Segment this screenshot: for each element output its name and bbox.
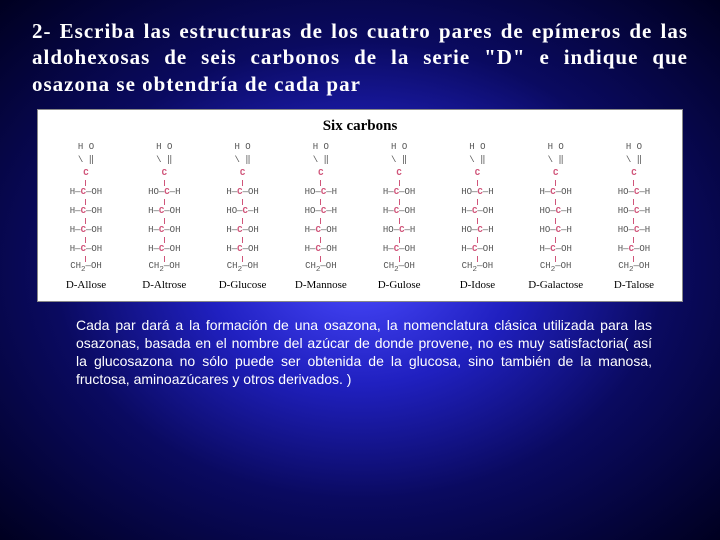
fischer-chain: H O\ ‖CHO—C—HHO—C—HH—C—OHH—C—OHCH2—OH xyxy=(305,141,337,275)
fischer-chain: H O\ ‖CH—C—OHH—C—OHHO—C—HH—C—OHCH2—OH xyxy=(383,141,415,275)
sugar-name-label: D-Allose xyxy=(66,279,106,291)
sugar-name-label: D-Glucose xyxy=(219,279,267,291)
sugar-structure: H O\ ‖CH—C—OHH—C—OHH—C—OHH—C—OHCH2—OH D-A… xyxy=(48,141,124,291)
sugar-structure: H O\ ‖CHO—C—HH—C—OHH—C—OHH—C—OHCH2—OH D-A… xyxy=(126,141,202,291)
sugar-name-label: D-Mannose xyxy=(295,279,347,291)
answer-paragraph: Cada par dará a la formación de una osaz… xyxy=(32,316,688,389)
sugar-name-label: D-Gulose xyxy=(378,279,421,291)
fischer-chain: H O\ ‖CHO—C—HH—C—OHHO—C—HH—C—OHCH2—OH xyxy=(461,141,493,275)
fischer-chain: H O\ ‖CHO—C—HHO—C—HHO—C—HH—C—OHCH2—OH xyxy=(618,141,650,275)
structures-row: H O\ ‖CH—C—OHH—C—OHH—C—OHH—C—OHCH2—OH D-A… xyxy=(48,141,672,291)
sugar-name-label: D-Altrose xyxy=(142,279,186,291)
slide-content: 2- Escriba las estructuras de los cuatro… xyxy=(0,0,720,389)
question-heading: 2- Escriba las estructuras de los cuatro… xyxy=(32,18,688,97)
sugar-structure: H O\ ‖CHO—C—HHO—C—HH—C—OHH—C—OHCH2—OH D-M… xyxy=(283,141,359,291)
sugar-structure: H O\ ‖CHO—C—HH—C—OHHO—C—HH—C—OHCH2—OH D-I… xyxy=(439,141,515,291)
fischer-chain: H O\ ‖CHO—C—HH—C—OHH—C—OHH—C—OHCH2—OH xyxy=(148,141,180,275)
structures-panel: Six carbons H O\ ‖CH—C—OHH—C—OHH—C—OHH—C… xyxy=(37,109,683,302)
sugar-structure: H O\ ‖CH—C—OHHO—C—HH—C—OHH—C—OHCH2—OH D-G… xyxy=(205,141,281,291)
sugar-structure: H O\ ‖CHO—C—HHO—C—HHO—C—HH—C—OHCH2—OH D-T… xyxy=(596,141,672,291)
sugar-name-label: D-Galactose xyxy=(528,279,583,291)
sugar-structure: H O\ ‖CH—C—OHH—C—OHHO—C—HH—C—OHCH2—OH D-G… xyxy=(361,141,437,291)
sugar-name-label: D-Idose xyxy=(460,279,495,291)
sugar-name-label: D-Talose xyxy=(614,279,654,291)
fischer-chain: H O\ ‖CH—C—OHHO—C—HHO—C—HH—C—OHCH2—OH xyxy=(539,141,571,275)
fischer-chain: H O\ ‖CH—C—OHH—C—OHH—C—OHH—C—OHCH2—OH xyxy=(70,141,102,275)
fischer-chain: H O\ ‖CH—C—OHHO—C—HH—C—OHH—C—OHCH2—OH xyxy=(226,141,258,275)
sugar-structure: H O\ ‖CH—C—OHHO—C—HHO—C—HH—C—OHCH2—OH D-G… xyxy=(518,141,594,291)
diagram-title: Six carbons xyxy=(48,118,672,135)
